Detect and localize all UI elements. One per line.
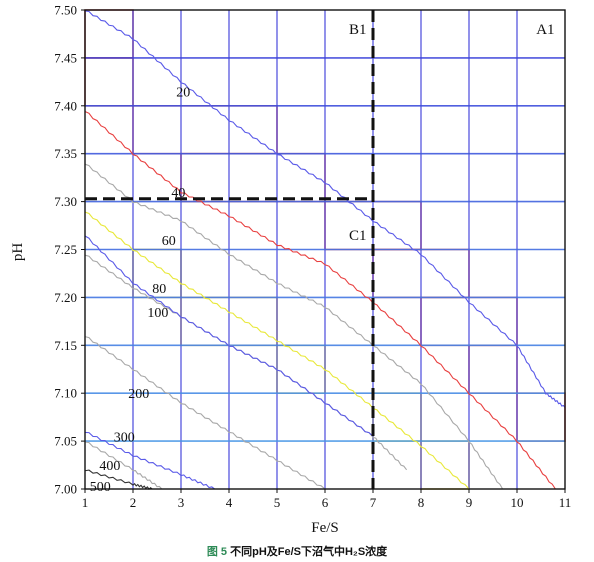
curve-label-200: 200 <box>128 387 149 402</box>
curve-label-500: 500 <box>90 480 111 495</box>
y-tick-label: 7.25 <box>54 242 77 257</box>
x-tick-label: 9 <box>466 495 473 510</box>
figure-caption: 图 5 不同pH及Fe/S下沼气中H₂S浓度 <box>0 543 594 559</box>
curve-label-300: 300 <box>114 430 135 445</box>
chart: 1 2 3 4 5 6 7 8 9 10 11 7.00 7.05 7.10 7.15 7.20 7.25 7.3… <box>10 3 571 537</box>
region-label-b1: B1 <box>349 22 367 38</box>
y-tick-label: 7.45 <box>54 50 77 65</box>
x-tick-label: 6 <box>322 495 329 510</box>
highlight-cell <box>84 57 134 107</box>
highlight-cell <box>516 392 566 442</box>
curve-label-80: 80 <box>152 282 166 297</box>
curve-unlabeled <box>84 163 504 490</box>
highlight-cell <box>132 105 278 155</box>
x-tick-label: 8 <box>418 495 425 510</box>
y-tick-label: 7.40 <box>54 98 77 113</box>
curve-label-100: 100 <box>147 306 168 321</box>
figure-number: 图 5 <box>206 546 228 558</box>
region-label-c1: C1 <box>349 228 367 244</box>
figure-caption-text: 不同pH及Fe/S下沼气中H₂S浓度 <box>230 546 388 558</box>
x-tick-label: 11 <box>559 495 572 510</box>
highlight-cell <box>420 440 470 490</box>
y-tick-label: 7.30 <box>54 194 77 209</box>
y-axis-title: pH <box>10 243 26 262</box>
y-tick-label: 7.10 <box>54 386 77 401</box>
curve-labels: 20 40 60 80 100 200 300 400 500 <box>90 85 190 495</box>
region-labels: B1 A1 C1 <box>349 22 555 244</box>
curve-100 <box>84 235 374 437</box>
curve-40 <box>84 110 556 490</box>
concentration-curves <box>84 10 566 490</box>
x-tick-label: 7 <box>370 495 377 510</box>
curve-200 <box>84 336 326 490</box>
y-tick-label: 7.35 <box>54 146 77 161</box>
curve-label-60: 60 <box>162 234 176 249</box>
highlight-cell <box>372 392 422 442</box>
highlight-cell <box>276 344 326 394</box>
y-tick-label: 7.00 <box>54 482 77 497</box>
x-tick-label: 3 <box>178 495 185 510</box>
y-tick-label: 7.15 <box>54 338 77 353</box>
x-tick-label: 5 <box>274 495 281 510</box>
curve-label-40: 40 <box>171 186 185 201</box>
curve-400 <box>84 441 163 490</box>
curve-label-20: 20 <box>176 85 190 100</box>
region-boundary <box>85 10 375 489</box>
curve-300 <box>84 431 215 490</box>
x-tick-label: 4 <box>226 495 233 510</box>
y-tick-label: 7.20 <box>54 290 77 305</box>
region-label-a1: A1 <box>536 22 554 38</box>
x-tick-label: 1 <box>82 495 89 510</box>
x-tick-label: 2 <box>130 495 137 510</box>
curve-20 <box>84 10 566 408</box>
y-tick-label: 7.50 <box>54 3 77 18</box>
highlight-cell <box>180 152 326 203</box>
curve-label-400: 400 <box>99 459 120 474</box>
curve-60 <box>84 211 470 490</box>
highlight-cell <box>468 344 518 394</box>
x-tick-label: 10 <box>511 495 524 510</box>
axis-ticks: 1 2 3 4 5 6 7 8 9 10 11 7.00 7.05 7.10 7.15 7.20 7.25 7.3… <box>54 3 571 511</box>
y-tick-label: 7.05 <box>54 434 77 449</box>
highlight-cell <box>84 9 134 59</box>
x-axis-title: Fe/S <box>311 520 339 536</box>
